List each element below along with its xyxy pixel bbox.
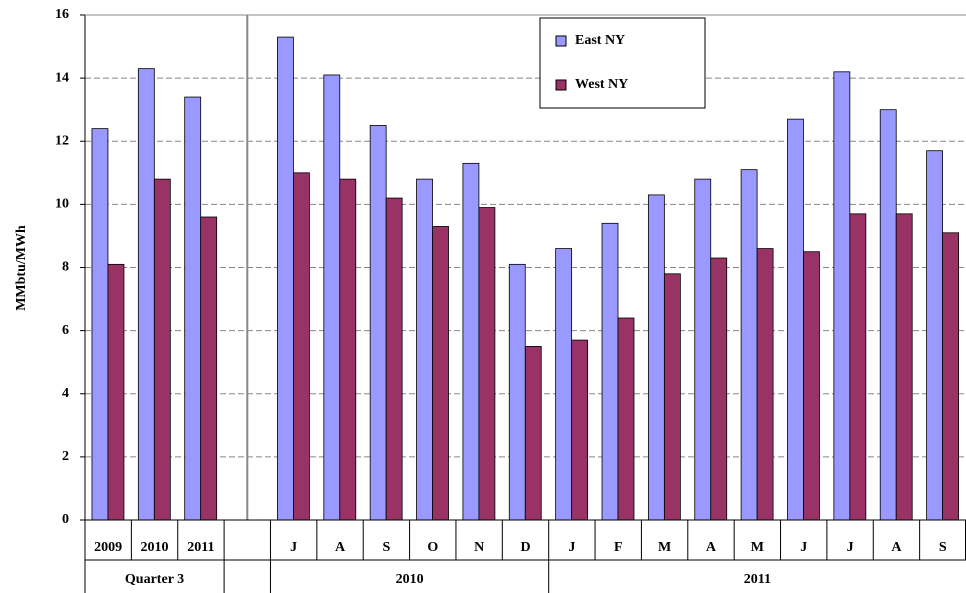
bar (339, 178, 357, 521)
bar (617, 317, 635, 521)
x-tick-label: 2009 (94, 540, 122, 555)
x-tick-label: 2011 (187, 540, 214, 555)
x-tick-label: J (800, 540, 807, 555)
bar (524, 346, 542, 521)
bar (571, 339, 589, 521)
bar (926, 150, 943, 521)
bar (508, 263, 526, 521)
bar (833, 71, 851, 521)
x-tick-label: J (290, 540, 297, 555)
bar (293, 172, 310, 521)
bar (107, 263, 125, 521)
x-tick-label: O (427, 540, 438, 555)
x-tick-label: D (520, 540, 530, 555)
x-tick-label: J (847, 540, 854, 555)
bar (647, 194, 665, 521)
legend-swatch (555, 79, 567, 91)
bar (184, 96, 202, 521)
x-tick-label: A (706, 540, 717, 555)
y-tick-label: 6 (62, 323, 69, 338)
x-tick-label: M (658, 540, 671, 555)
y-tick-label: 12 (55, 133, 69, 148)
bar (323, 74, 341, 521)
group-label: 2010 (396, 572, 424, 587)
x-tick-label: A (335, 540, 346, 555)
bar (91, 128, 109, 521)
legend-swatch (555, 35, 567, 47)
bar (787, 118, 804, 521)
y-tick-label: 0 (62, 512, 69, 527)
bar (555, 248, 573, 521)
group-label: 2011 (744, 572, 771, 587)
bar (710, 257, 728, 521)
y-tick-label: 4 (62, 386, 69, 401)
group-label: Quarter 3 (125, 572, 184, 587)
y-tick-label: 16 (55, 7, 69, 22)
bar (385, 197, 403, 521)
bar (942, 232, 959, 521)
bar (803, 251, 820, 521)
bar (478, 207, 496, 521)
legend-label: West NY (575, 77, 628, 92)
y-tick-label: 14 (55, 70, 69, 85)
y-axis-label: MMbtu/MWh (14, 225, 29, 311)
legend-label: East NY (575, 33, 625, 48)
x-tick-label: N (474, 540, 484, 555)
y-tick-label: 10 (55, 197, 69, 212)
x-tick-label: S (382, 540, 390, 555)
bar (432, 226, 449, 521)
bar (200, 216, 218, 521)
bar (849, 213, 867, 521)
bar (277, 36, 294, 521)
bar (879, 109, 897, 521)
x-tick-label: J (568, 540, 575, 555)
legend-box (539, 17, 706, 109)
bar (694, 178, 712, 521)
bar (663, 273, 681, 521)
bar (369, 125, 387, 521)
bar (137, 68, 155, 521)
x-tick-label: A (891, 540, 902, 555)
x-tick-label: M (751, 540, 764, 555)
bar (462, 162, 480, 521)
x-tick-label: S (939, 540, 947, 555)
bar (416, 178, 433, 521)
x-tick-label: 2010 (141, 540, 169, 555)
bar (756, 248, 774, 521)
y-tick-label: 8 (62, 260, 69, 275)
bar (153, 178, 171, 521)
bar (601, 222, 619, 521)
x-tick-label: F (614, 540, 623, 555)
y-tick-label: 2 (62, 449, 69, 464)
bar (895, 213, 913, 521)
bar (740, 169, 758, 521)
